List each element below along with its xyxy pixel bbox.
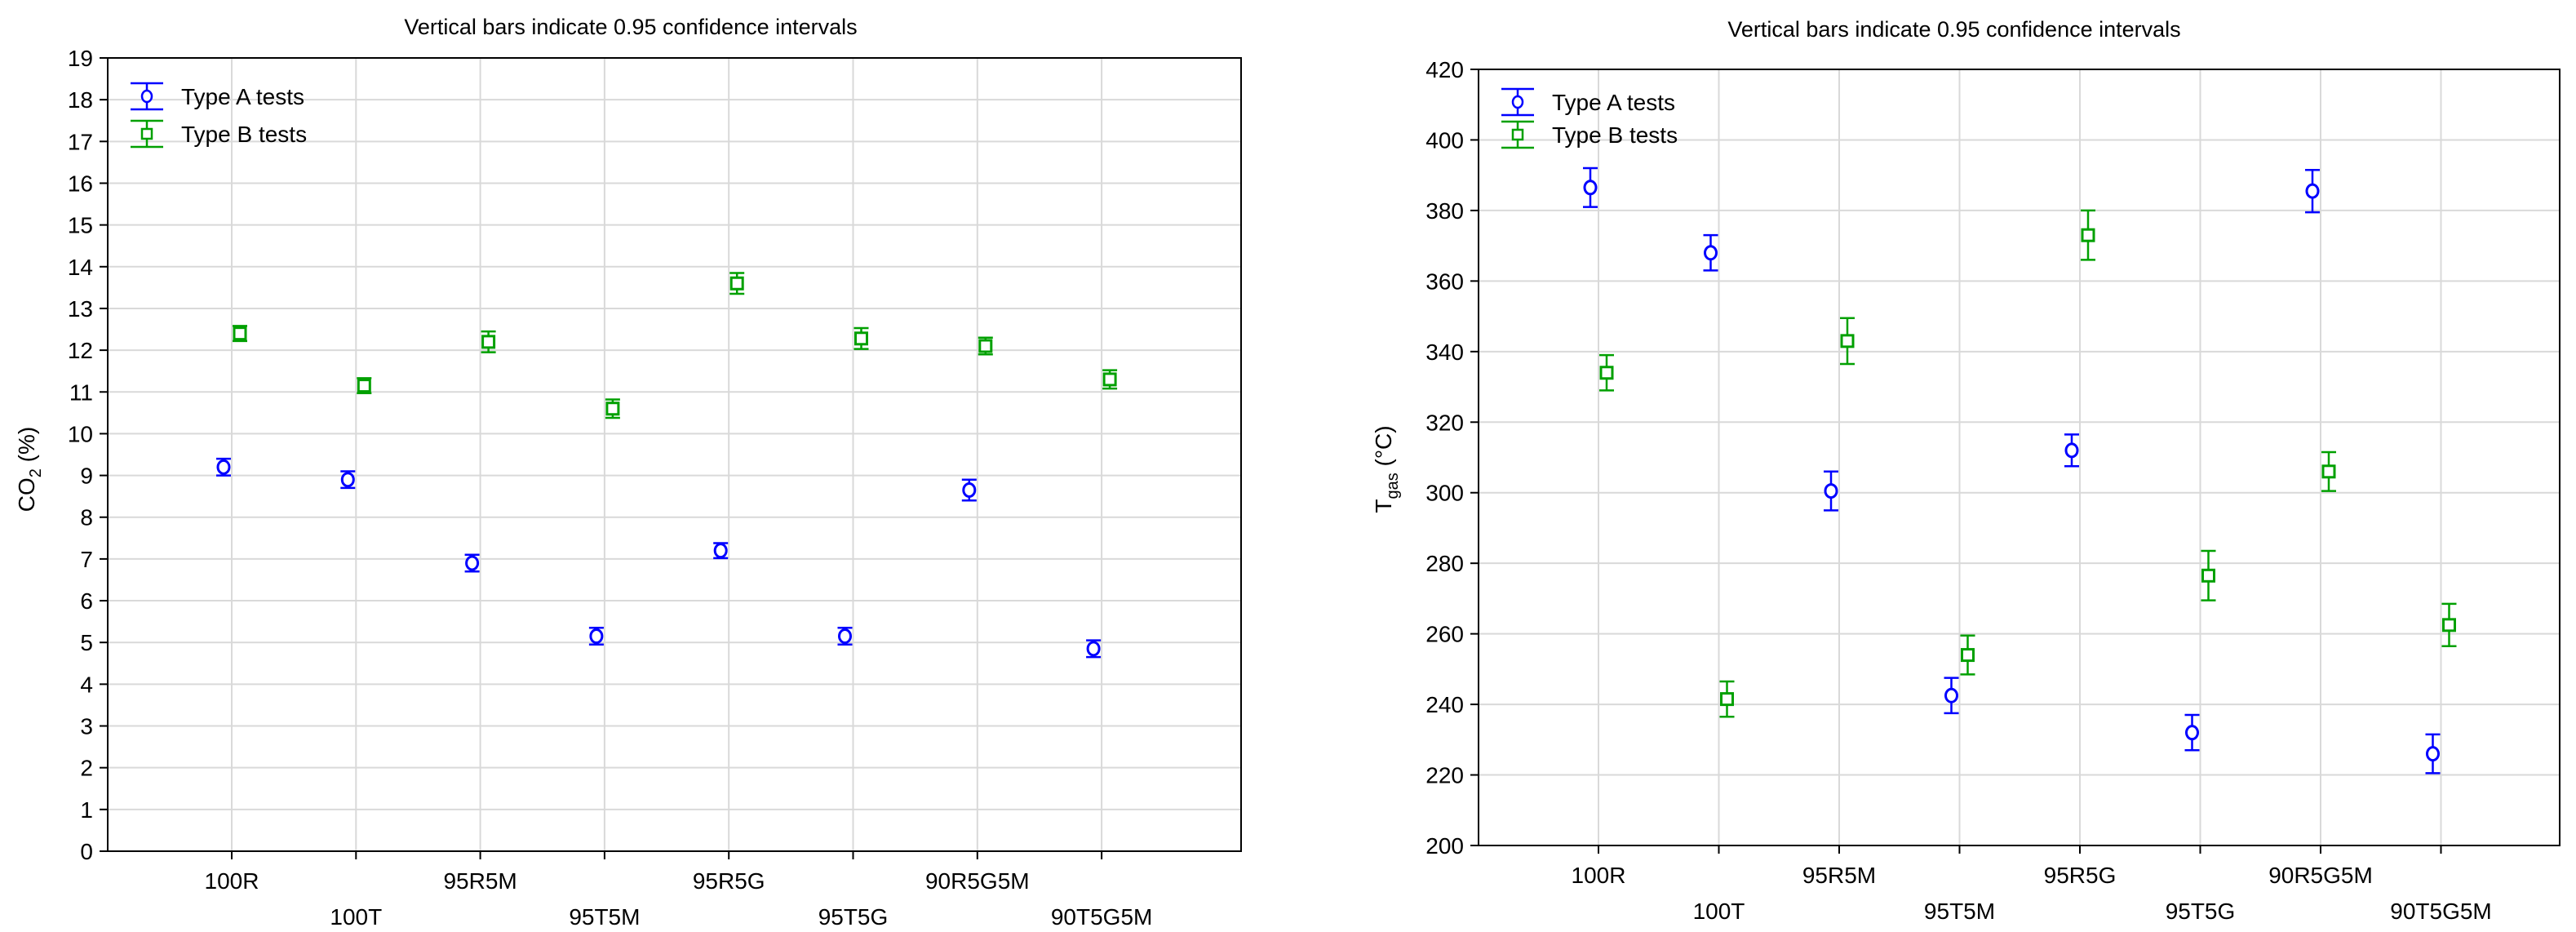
legend-marker-type-b: [1511, 128, 1524, 141]
y-axis-label: CO2 (%): [14, 427, 45, 512]
legend-label-type-a: Type A tests: [181, 84, 304, 109]
data-point-type-a: [1944, 687, 1958, 703]
y-tick-label: 10: [68, 421, 93, 446]
y-tick-label: 320: [1425, 410, 1464, 435]
y-axis-label: Tgas (°C): [1371, 425, 1402, 513]
legend-label-type-b: Type B tests: [181, 122, 307, 147]
y-tick-label: 380: [1425, 198, 1464, 224]
y-tick-label: 360: [1425, 269, 1464, 294]
y-tick-label: 4: [80, 672, 93, 697]
data-point-type-b: [729, 276, 744, 291]
y-tick-label: 18: [68, 87, 93, 113]
y-tick-label: 17: [68, 129, 93, 154]
y-tick-label: 280: [1425, 551, 1464, 576]
x-tick-label: 95R5M: [443, 868, 517, 894]
y-tick-label: 220: [1425, 763, 1464, 788]
y-tick-label: 260: [1425, 622, 1464, 647]
y-tick-label: 8: [80, 505, 93, 530]
data-point-type-a: [1086, 641, 1101, 657]
co2-chart: Vertical bars indicate 0.95 confidence i…: [14, 15, 1242, 930]
y-tick-label: 7: [80, 547, 93, 572]
y-tick-label: 2: [80, 756, 93, 781]
chart-title: Vertical bars indicate 0.95 confidence i…: [404, 15, 857, 39]
data-point-type-b: [605, 402, 620, 416]
y-tick-label: 16: [68, 171, 93, 196]
y-tick-label: 13: [68, 296, 93, 322]
x-tick-label: 90T5G5M: [1051, 904, 1153, 930]
x-tick-label: 95T5G: [2166, 899, 2236, 924]
tgas-chart: Vertical bars indicate 0.95 confidence i…: [1371, 17, 2560, 924]
x-tick-label: 100T: [1693, 899, 1745, 924]
data-point-type-a: [2185, 725, 2199, 741]
data-point-type-b: [481, 335, 496, 349]
data-point-type-a: [465, 555, 480, 571]
data-point-type-a: [2426, 746, 2440, 762]
data-point-type-b: [2081, 228, 2095, 242]
x-tick-label: 90T5G5M: [2390, 899, 2492, 924]
chart-title: Vertical bars indicate 0.95 confidence i…: [1727, 17, 2180, 42]
data-point-type-a: [1824, 483, 1838, 499]
data-point-type-b: [233, 326, 247, 341]
y-tick-label: 3: [80, 714, 93, 739]
data-point-type-a: [838, 628, 852, 645]
y-tick-label: 300: [1425, 481, 1464, 506]
plot-frame: [107, 57, 1242, 852]
x-tick-label: 95R5G: [693, 868, 765, 894]
legend-label-type-a: Type A tests: [1552, 90, 1675, 115]
data-point-type-a: [2305, 183, 2320, 199]
legend-marker-type-a: [140, 89, 153, 104]
legend-marker-type-a: [1511, 95, 1524, 109]
x-tick-label: 95R5G: [2044, 863, 2117, 888]
data-point-type-b: [1840, 334, 1855, 348]
data-point-type-b: [1102, 372, 1117, 387]
x-tick-label: 95T5M: [569, 904, 640, 930]
y-tick-label: 5: [80, 630, 93, 655]
plot-frame: [1478, 69, 2560, 846]
x-tick-label: 95T5M: [1924, 899, 1995, 924]
data-point-type-a: [340, 472, 355, 488]
data-point-type-b: [1599, 366, 1614, 380]
data-point-type-a: [713, 543, 728, 559]
y-tick-label: 6: [80, 588, 93, 614]
x-tick-label: 95R5M: [1802, 863, 1876, 888]
legend-marker-type-b: [140, 127, 153, 140]
y-tick-label: 9: [80, 464, 93, 489]
data-point-type-b: [1720, 692, 1734, 707]
x-tick-label: 100T: [330, 904, 382, 930]
x-tick-label: 95T5G: [818, 904, 889, 930]
y-tick-label: 11: [69, 379, 93, 405]
data-point-type-a: [589, 628, 604, 645]
x-tick-label: 90R5G5M: [925, 868, 1030, 894]
y-tick-label: 0: [80, 839, 93, 864]
y-tick-label: 340: [1425, 340, 1464, 365]
legend-label-type-b: Type B tests: [1552, 122, 1678, 148]
data-point-type-a: [1583, 180, 1598, 196]
y-tick-label: 12: [68, 338, 93, 363]
data-point-type-b: [2442, 618, 2456, 632]
data-point-type-b: [2201, 568, 2215, 583]
y-tick-label: 240: [1425, 692, 1464, 717]
x-tick-label: 90R5G5M: [2268, 863, 2373, 888]
data-point-type-a: [962, 482, 977, 498]
y-tick-label: 420: [1425, 57, 1464, 82]
data-point-type-b: [2321, 464, 2336, 479]
y-tick-label: 1: [80, 797, 93, 823]
y-tick-label: 400: [1425, 127, 1464, 153]
data-point-type-b: [978, 339, 993, 353]
data-point-type-b: [854, 331, 868, 346]
x-tick-label: 100R: [1572, 863, 1626, 888]
data-point-type-a: [2064, 442, 2079, 459]
data-point-type-a: [1704, 245, 1718, 261]
x-tick-label: 100R: [205, 868, 259, 894]
data-point-type-a: [216, 459, 231, 475]
data-point-type-b: [357, 379, 371, 393]
y-tick-label: 200: [1425, 833, 1464, 859]
y-tick-label: 14: [68, 255, 93, 280]
data-point-type-b: [1961, 648, 1975, 663]
y-tick-label: 15: [68, 213, 93, 238]
y-tick-label: 19: [68, 46, 93, 71]
